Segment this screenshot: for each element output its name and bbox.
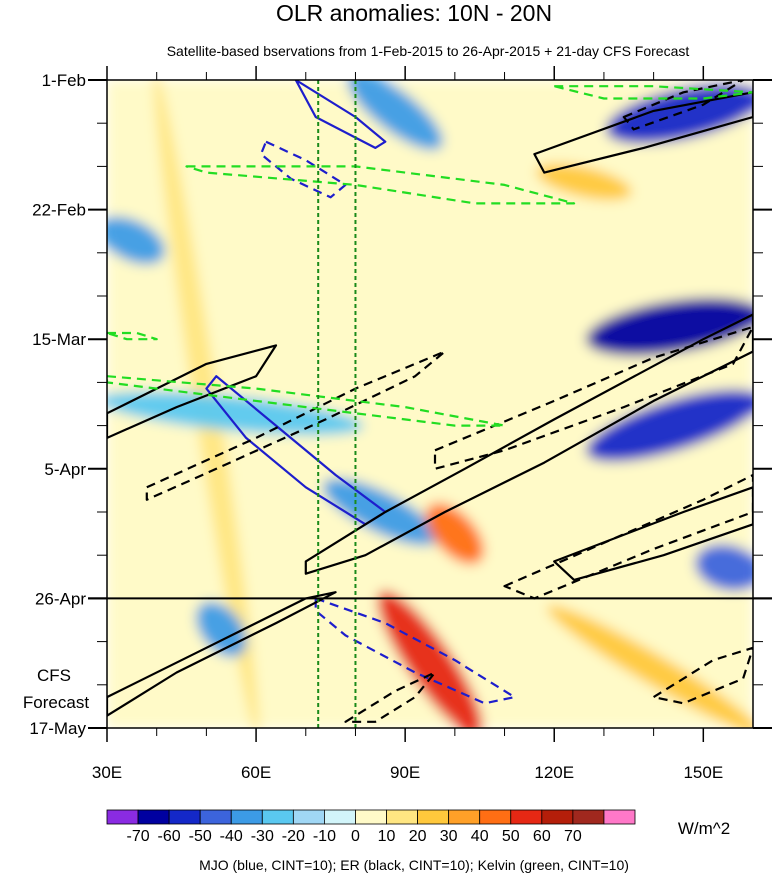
x-tick-label: 120E — [534, 763, 574, 782]
colorbar-swatch — [479, 809, 512, 825]
colorbar-label: 70 — [564, 828, 582, 845]
colorbar-swatch — [603, 809, 636, 825]
x-tick-label: 30E — [92, 763, 122, 782]
er-contour-positive — [622, 80, 745, 131]
kelvin-contour-positive — [553, 85, 753, 100]
y-tick-label: 22-Feb — [32, 201, 86, 220]
anomaly-band — [425, 502, 485, 565]
x-tick-label: 90E — [390, 763, 420, 782]
colorbar-swatch — [386, 809, 418, 825]
colorbar-swatch — [168, 809, 201, 825]
colorbar-swatch — [324, 809, 356, 825]
colorbar-swatch — [417, 809, 450, 825]
anomaly-band — [322, 478, 438, 546]
colorbar-label: -50 — [189, 828, 212, 845]
anomaly-band — [377, 590, 483, 728]
anomaly-band — [547, 605, 753, 728]
y-tick-label: 1-Feb — [42, 71, 86, 90]
axes: 1-Feb 22-Feb 15-Mar 5-Apr 26-Apr 17-May 30E 60E… — [29, 66, 772, 782]
colorbar-label: -40 — [220, 828, 243, 845]
anomaly-band — [347, 80, 443, 150]
colorbar-label: 50 — [502, 828, 520, 845]
x-tick-label: 150E — [683, 763, 723, 782]
colorbar-label: -30 — [251, 828, 274, 845]
colorbar-label: 60 — [533, 828, 551, 845]
colorbar-label: -10 — [313, 828, 336, 845]
colorbar-swatch — [510, 809, 543, 825]
chart-subtitle: Satellite-based bservations from 1-Feb-2… — [167, 43, 690, 59]
anomaly-band — [585, 297, 753, 356]
colorbar-swatch — [137, 809, 170, 825]
colorbar-swatch — [106, 809, 139, 825]
mjo-contour-negative — [294, 80, 387, 149]
anomaly-band — [695, 544, 753, 591]
colorbar-swatch — [261, 809, 294, 825]
colorbar-label: -20 — [282, 828, 305, 845]
colorbar-swatch — [230, 809, 263, 825]
er-contour-negative — [107, 344, 278, 439]
y-tick-label: 15-Mar — [32, 330, 86, 349]
contour-legend: MJO (blue, CINT=10); ER (black, CINT=10)… — [199, 857, 629, 873]
er-contour-negative — [304, 313, 753, 575]
colorbar-swatch — [292, 809, 325, 825]
anomaly-band — [586, 389, 753, 462]
chart-title: OLR anomalies: 10N - 20N — [276, 0, 552, 26]
kelvin-contour-positive — [107, 375, 506, 427]
colorbar-label: 40 — [471, 828, 489, 845]
forecast-label-line1: CFS — [37, 666, 71, 685]
er-contour-positive — [503, 473, 753, 600]
x-tick-label: 60E — [241, 763, 271, 782]
anomaly-band — [536, 163, 632, 201]
reference-longitude-lines — [317, 80, 357, 728]
colorbar-units: W/m^2 — [678, 819, 730, 838]
anomaly-field — [107, 80, 753, 728]
anomaly-band — [107, 216, 166, 265]
kelvin-contour-positive — [185, 165, 576, 205]
colorbar-swatch — [541, 809, 574, 825]
anomaly-band — [107, 391, 364, 436]
colorbar-swatch — [448, 809, 481, 825]
colorbar: -70 -60 -50 -40 -30 -20 -10 0 10 20 30 40 50 60 70 — [106, 809, 636, 845]
y-tick-label: 26-Apr — [35, 589, 86, 608]
mjo-contour-positive — [259, 140, 347, 199]
er-contour-negative — [107, 591, 337, 717]
y-tick-label: 17-May — [29, 719, 86, 738]
er-contour-positive — [145, 350, 446, 501]
y-tick-label: 5-Apr — [44, 460, 86, 479]
er-contour-positive — [344, 671, 437, 723]
er-contour-negative — [553, 486, 753, 581]
forecast-label-line2: Forecast — [23, 693, 89, 712]
er-contour-positive — [652, 646, 753, 705]
colorbar-label: 30 — [440, 828, 458, 845]
colorbar-label: -70 — [126, 828, 149, 845]
colorbar-label: 10 — [378, 828, 396, 845]
er-contour-positive — [433, 325, 753, 470]
colorbar-label: -60 — [158, 828, 181, 845]
kelvin-contour-positive — [107, 331, 158, 341]
er-contour-negative — [533, 91, 753, 174]
colorbar-swatch — [199, 809, 232, 825]
colorbar-swatch — [572, 809, 605, 825]
colorbar-swatch — [355, 809, 387, 825]
colorbar-label: 0 — [351, 828, 360, 845]
colorbar-label: 20 — [409, 828, 427, 845]
wave-contours — [107, 80, 753, 723]
plot-frame — [106, 79, 754, 729]
